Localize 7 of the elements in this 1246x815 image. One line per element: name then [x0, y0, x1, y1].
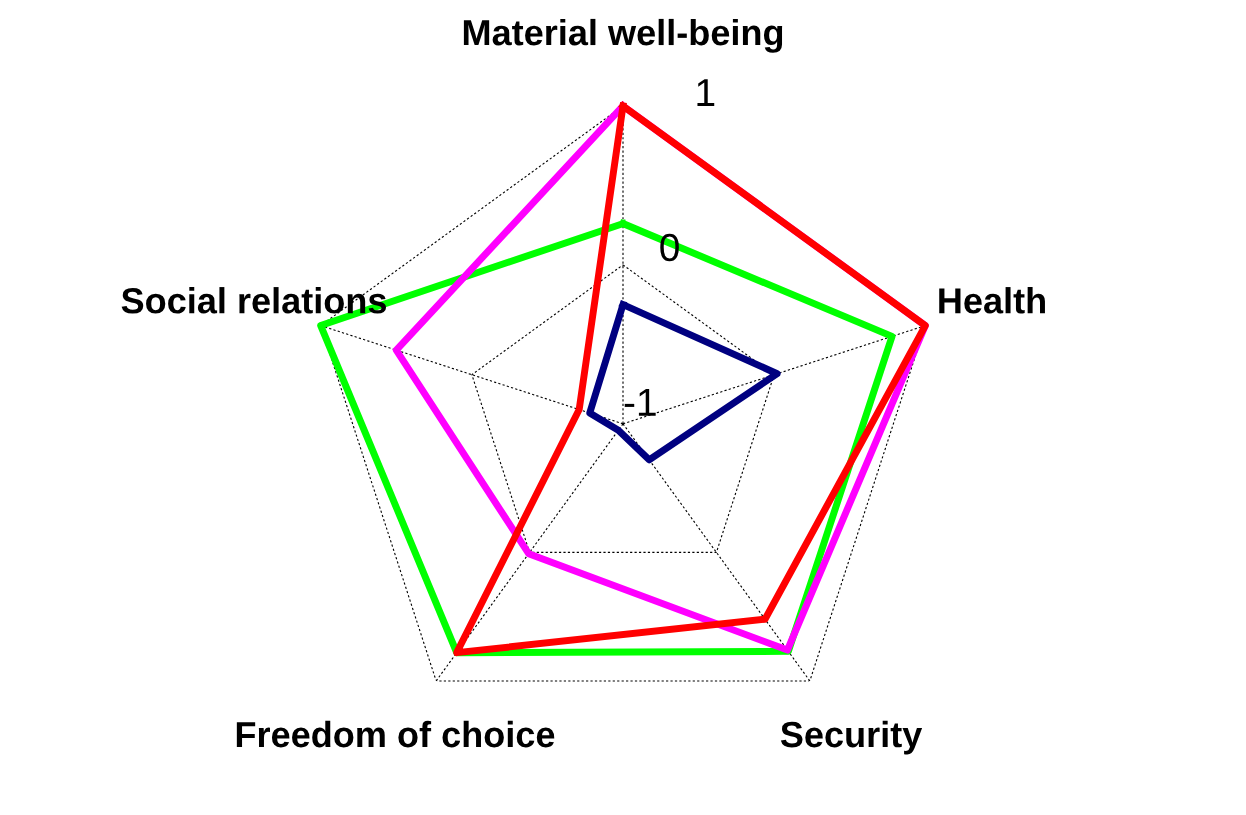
spoke-label: Health — [939, 287, 1045, 314]
y-tick-label: 1 — [697, 79, 715, 107]
y-tick-label: -1 — [624, 388, 656, 416]
spoke-label: Material well-being — [463, 18, 783, 53]
spoke-label: Security — [780, 720, 923, 755]
spoke-label: Social relations — [121, 287, 386, 314]
spoke-label: Freedom of choice — [236, 720, 555, 748]
